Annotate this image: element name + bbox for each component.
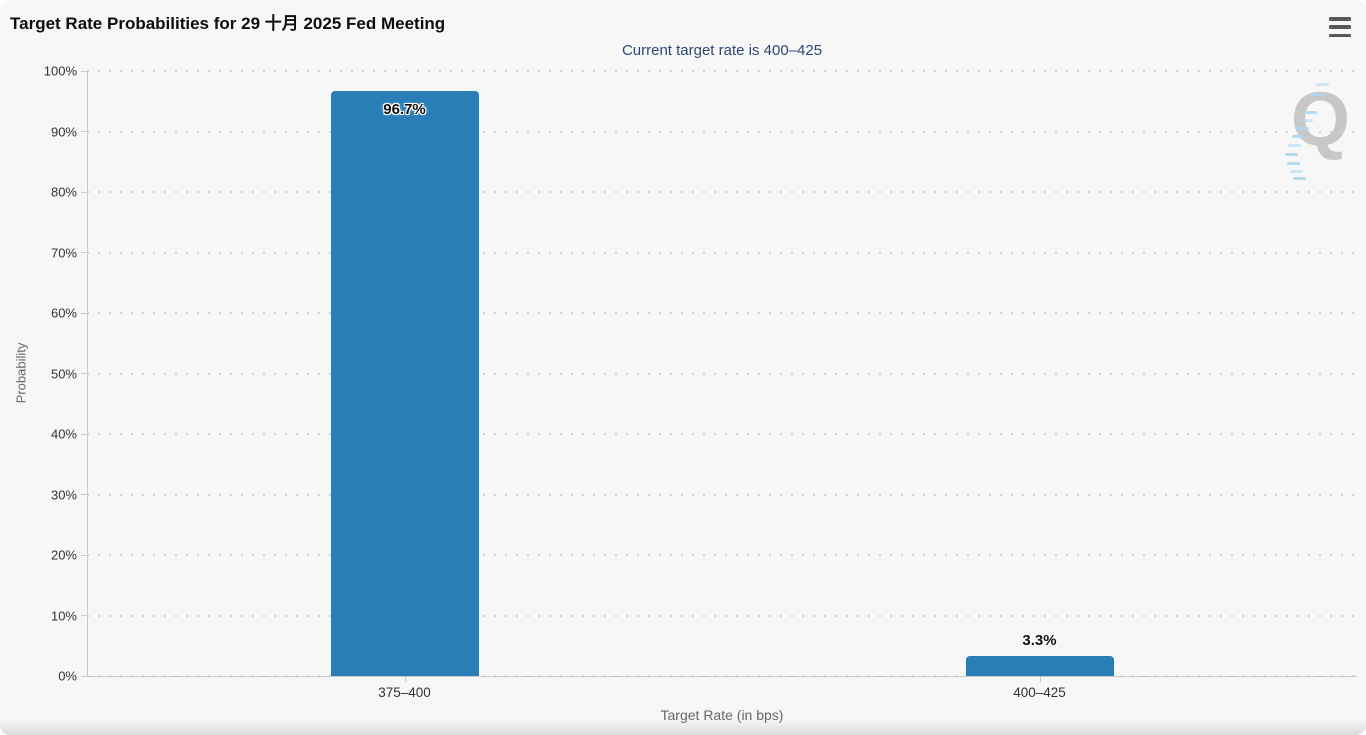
gridline-20 [87,554,1357,556]
gridline-70 [87,251,1357,254]
x-axis-tick-mark [404,676,406,682]
x-axis-title: Target Rate (in bps) [660,707,784,723]
y-axis-tick-label: 40% [50,426,77,442]
y-axis-tick-label: 70% [50,245,77,260]
y-axis-tick-mark [81,373,87,374]
y-axis-tick-label: 50% [50,366,77,381]
gridline-30 [87,493,1357,496]
y-axis-tick-mark [81,554,87,556]
y-axis-tick-mark [81,433,87,435]
gridline-40 [87,433,1357,435]
y-axis-tick-label: 80% [50,184,77,200]
x-axis-tick-mark [1039,676,1041,682]
y-axis-tick-label: 20% [50,547,77,563]
bar-400-425[interactable] [965,656,1114,676]
x-axis-tick-label: 400–425 [1013,685,1066,700]
chart-subtitle: Current target rate is 400–425 [621,42,823,59]
x-axis-line [87,676,1357,677]
gridline-50 [87,372,1357,375]
y-axis-tick-label: 0% [58,668,77,684]
y-axis-tick-mark [81,312,87,314]
gridline-60 [87,312,1357,314]
gridline-80 [87,191,1357,193]
bar-value-label: 3.3% [1022,632,1057,650]
y-axis-tick-label: 100% [43,63,77,79]
hamburger-icon [1329,17,1351,21]
hamburger-icon [1329,33,1351,37]
y-axis-tick-mark [81,191,87,193]
gridline-100 [87,70,1357,72]
hamburger-icon [1329,25,1351,29]
bar-value-label: 96.7% [383,100,426,118]
y-axis-tick-mark [81,252,87,253]
gridline-10 [87,614,1357,617]
y-axis-tick-mark [81,675,87,677]
plot-area: 96.7% 3.3% [87,70,1357,677]
y-axis-tick-label: 30% [50,487,77,502]
y-axis-tick-mark [81,494,87,495]
y-axis-labels: 0% 10% 20% 30% 40% 50% 60% 70% 80% 90% 100% [0,64,87,684]
chart-context-menu-button[interactable] [1329,16,1353,38]
x-axis-tick-label: 375–400 [378,685,431,700]
chart-title: Target Rate Probabilities for 29 十月 2025… [10,14,446,33]
y-axis-tick-label: 10% [50,608,77,623]
bar-375-400[interactable] [330,90,479,676]
y-axis-tick-mark [81,615,87,616]
gridline-90 [87,130,1357,133]
y-axis-tick-label: 60% [50,305,77,321]
y-axis-tick-mark [81,70,87,72]
y-axis-tick-label: 90% [50,124,77,139]
y-axis-tick-mark [81,131,87,132]
x-axis-labels: 375–400 400–425 [87,676,1357,706]
